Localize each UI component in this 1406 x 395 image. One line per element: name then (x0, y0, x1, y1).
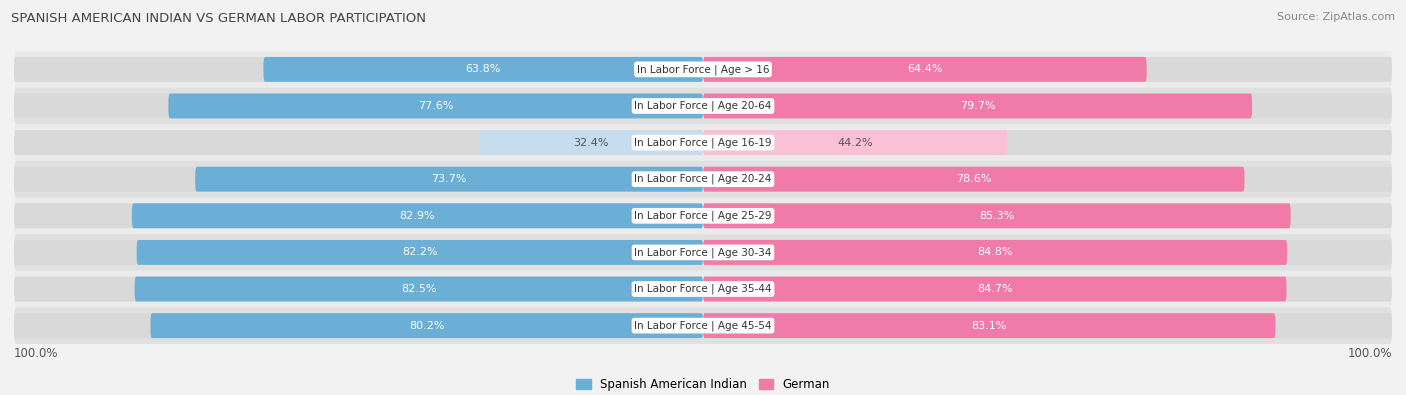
Text: 84.7%: 84.7% (977, 284, 1012, 294)
Text: 73.7%: 73.7% (432, 174, 467, 184)
Text: 100.0%: 100.0% (14, 347, 59, 360)
Text: In Labor Force | Age > 16: In Labor Force | Age > 16 (637, 64, 769, 75)
FancyBboxPatch shape (14, 307, 1392, 344)
Text: SPANISH AMERICAN INDIAN VS GERMAN LABOR PARTICIPATION: SPANISH AMERICAN INDIAN VS GERMAN LABOR … (11, 12, 426, 25)
FancyBboxPatch shape (169, 94, 703, 118)
FancyBboxPatch shape (703, 240, 1288, 265)
FancyBboxPatch shape (14, 313, 703, 338)
FancyBboxPatch shape (14, 234, 1392, 271)
FancyBboxPatch shape (703, 57, 1147, 82)
Text: In Labor Force | Age 30-34: In Labor Force | Age 30-34 (634, 247, 772, 258)
Text: In Labor Force | Age 35-44: In Labor Force | Age 35-44 (634, 284, 772, 294)
FancyBboxPatch shape (195, 167, 703, 192)
FancyBboxPatch shape (703, 94, 1253, 118)
Text: 85.3%: 85.3% (979, 211, 1015, 221)
Text: 32.4%: 32.4% (574, 137, 609, 148)
FancyBboxPatch shape (14, 94, 703, 118)
Text: 100.0%: 100.0% (1347, 347, 1392, 360)
FancyBboxPatch shape (703, 203, 1291, 228)
Text: 82.2%: 82.2% (402, 247, 437, 258)
Legend: Spanish American Indian, German: Spanish American Indian, German (572, 373, 834, 395)
FancyBboxPatch shape (703, 276, 1392, 301)
FancyBboxPatch shape (703, 130, 1392, 155)
Text: In Labor Force | Age 45-54: In Labor Force | Age 45-54 (634, 320, 772, 331)
FancyBboxPatch shape (14, 167, 703, 192)
FancyBboxPatch shape (14, 198, 1392, 234)
FancyBboxPatch shape (136, 240, 703, 265)
FancyBboxPatch shape (14, 276, 703, 301)
FancyBboxPatch shape (703, 57, 1392, 82)
Text: 78.6%: 78.6% (956, 174, 991, 184)
FancyBboxPatch shape (14, 161, 1392, 198)
FancyBboxPatch shape (14, 57, 703, 82)
FancyBboxPatch shape (14, 203, 703, 228)
FancyBboxPatch shape (703, 203, 1392, 228)
Text: 82.9%: 82.9% (399, 211, 436, 221)
FancyBboxPatch shape (703, 276, 1286, 301)
Text: In Labor Force | Age 20-24: In Labor Force | Age 20-24 (634, 174, 772, 184)
Text: In Labor Force | Age 25-29: In Labor Force | Age 25-29 (634, 211, 772, 221)
Text: 82.5%: 82.5% (401, 284, 436, 294)
FancyBboxPatch shape (150, 313, 703, 338)
Text: 63.8%: 63.8% (465, 64, 501, 74)
FancyBboxPatch shape (135, 276, 703, 301)
FancyBboxPatch shape (703, 313, 1275, 338)
FancyBboxPatch shape (14, 271, 1392, 307)
FancyBboxPatch shape (132, 203, 703, 228)
Text: 80.2%: 80.2% (409, 321, 444, 331)
FancyBboxPatch shape (14, 124, 1392, 161)
FancyBboxPatch shape (14, 51, 1392, 88)
FancyBboxPatch shape (703, 167, 1392, 192)
Text: Source: ZipAtlas.com: Source: ZipAtlas.com (1277, 12, 1395, 22)
Text: 44.2%: 44.2% (838, 137, 873, 148)
FancyBboxPatch shape (703, 130, 1008, 155)
Text: 64.4%: 64.4% (907, 64, 942, 74)
Text: In Labor Force | Age 20-64: In Labor Force | Age 20-64 (634, 101, 772, 111)
FancyBboxPatch shape (703, 94, 1392, 118)
Text: In Labor Force | Age 16-19: In Labor Force | Age 16-19 (634, 137, 772, 148)
Text: 84.8%: 84.8% (977, 247, 1012, 258)
Text: 79.7%: 79.7% (960, 101, 995, 111)
FancyBboxPatch shape (479, 130, 703, 155)
FancyBboxPatch shape (703, 313, 1392, 338)
FancyBboxPatch shape (14, 240, 703, 265)
FancyBboxPatch shape (703, 167, 1244, 192)
FancyBboxPatch shape (14, 130, 703, 155)
FancyBboxPatch shape (14, 88, 1392, 124)
FancyBboxPatch shape (263, 57, 703, 82)
FancyBboxPatch shape (703, 240, 1392, 265)
Text: 77.6%: 77.6% (418, 101, 454, 111)
Text: 83.1%: 83.1% (972, 321, 1007, 331)
